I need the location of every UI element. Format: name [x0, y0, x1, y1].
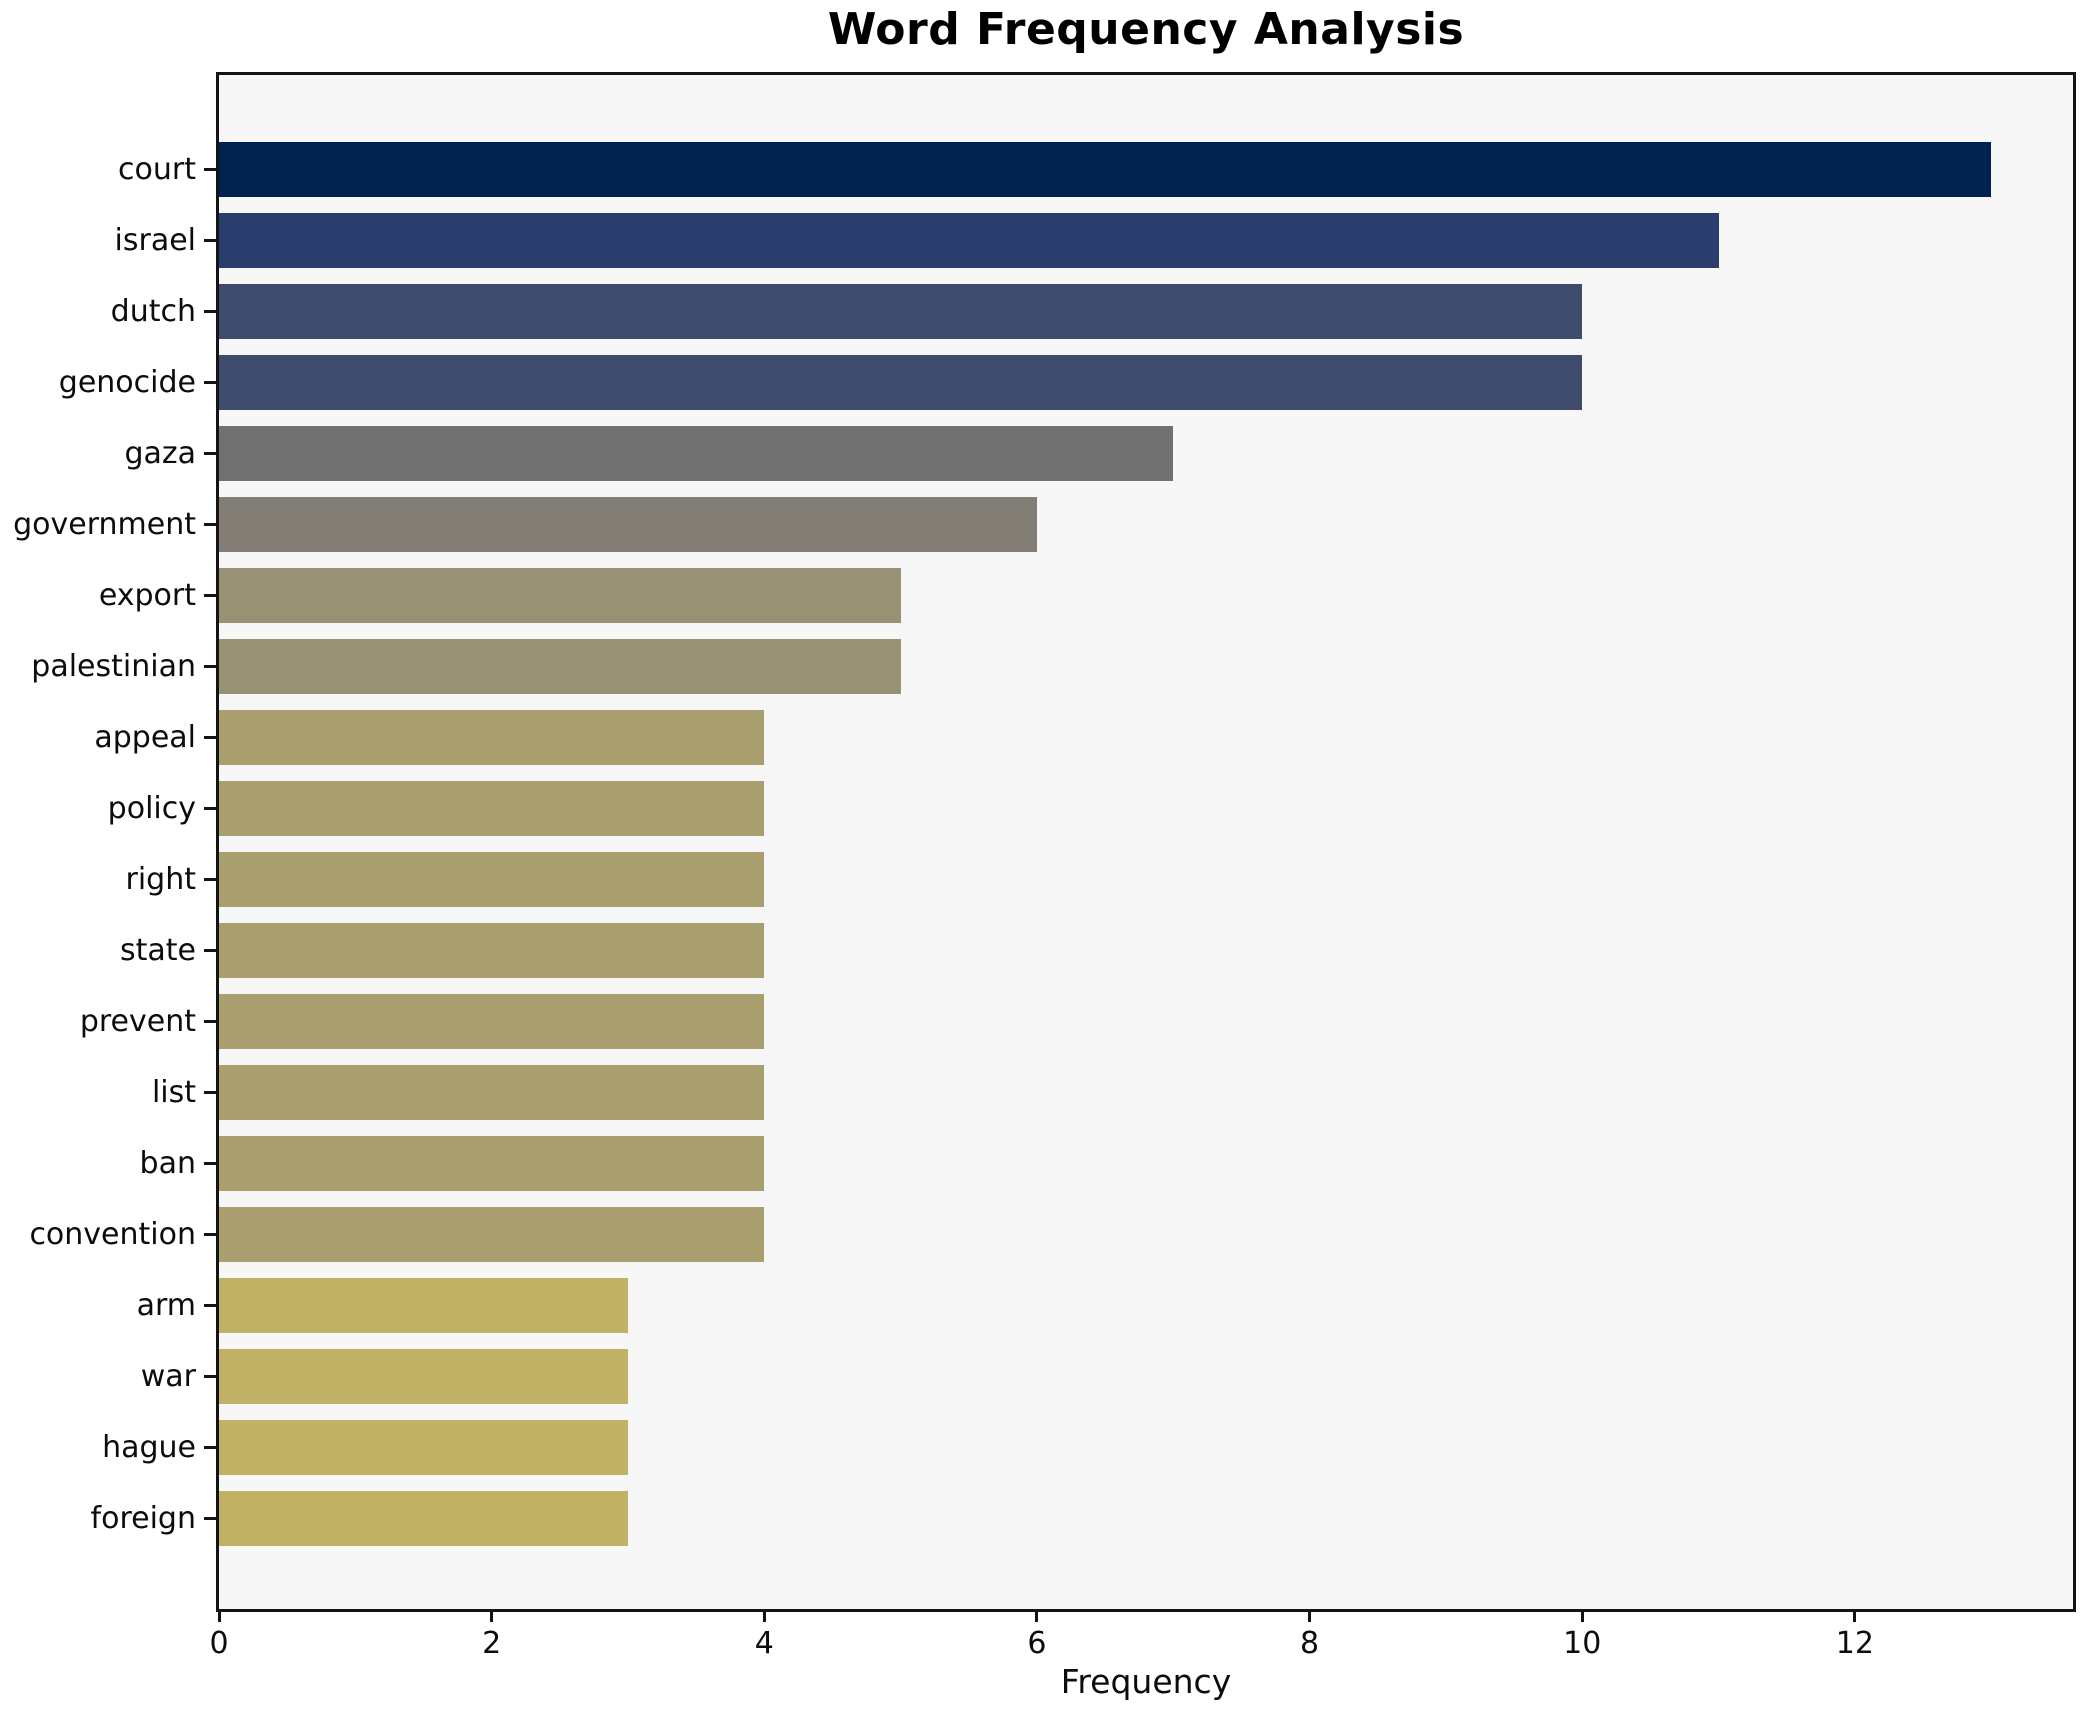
y-tick-label: appeal	[94, 719, 196, 755]
bar	[219, 923, 765, 978]
y-tick-label: war	[140, 1358, 196, 1394]
bar	[219, 1065, 765, 1120]
y-tick-label: list	[151, 1074, 196, 1110]
bar	[219, 1207, 765, 1262]
y-axis-tick	[204, 594, 216, 597]
y-axis-tick	[204, 878, 216, 881]
y-axis-tick	[204, 168, 216, 171]
y-tick-label: arm	[136, 1287, 196, 1323]
y-tick-label: israel	[114, 222, 196, 258]
x-tick-label: 10	[1563, 1626, 1602, 1661]
bar	[219, 426, 1174, 481]
y-axis-tick	[204, 310, 216, 313]
y-tick-label: court	[118, 151, 196, 187]
bar	[219, 781, 765, 836]
y-axis-tick	[204, 665, 216, 668]
y-axis-tick	[204, 949, 216, 952]
x-tick-label: 4	[754, 1626, 774, 1661]
bar	[219, 1420, 628, 1475]
y-axis-tick	[204, 1375, 216, 1378]
y-axis-tick	[204, 1446, 216, 1449]
y-tick-label: gaza	[124, 435, 196, 471]
x-axis-tick	[762, 1612, 766, 1622]
bar	[219, 213, 1719, 268]
bar	[219, 1491, 628, 1546]
x-axis-tick	[1035, 1612, 1039, 1622]
bar	[219, 1278, 628, 1333]
y-tick-label: ban	[139, 1145, 196, 1181]
bar	[219, 355, 1583, 410]
y-tick-label: foreign	[90, 1500, 196, 1536]
y-axis-tick	[204, 381, 216, 384]
y-tick-label: genocide	[58, 364, 196, 400]
y-tick-label: policy	[107, 790, 196, 826]
y-tick-label: export	[98, 577, 196, 613]
y-axis-tick	[204, 1517, 216, 1520]
plot-area	[216, 72, 2076, 1612]
x-tick-label: 12	[1835, 1626, 1874, 1661]
x-tick-label: 8	[1300, 1626, 1320, 1661]
x-tick-label: 0	[209, 1626, 229, 1661]
bar	[219, 639, 901, 694]
chart-title: Word Frequency Analysis	[827, 4, 1465, 55]
x-axis-tick	[217, 1612, 221, 1622]
y-axis-tick	[204, 452, 216, 455]
y-axis-tick	[204, 1020, 216, 1023]
x-axis-label: Frequency	[1060, 1662, 1232, 1701]
x-tick-label: 2	[482, 1626, 502, 1661]
y-tick-label: prevent	[79, 1003, 196, 1039]
y-tick-label: state	[120, 932, 196, 968]
bar	[219, 710, 765, 765]
y-axis-tick	[204, 1304, 216, 1307]
y-tick-label: government	[13, 506, 196, 542]
y-axis-tick	[204, 523, 216, 526]
y-tick-label: convention	[29, 1216, 196, 1252]
y-axis-tick	[204, 1162, 216, 1165]
bar	[219, 994, 765, 1049]
x-axis-tick	[490, 1612, 494, 1622]
x-axis-tick	[1853, 1612, 1857, 1622]
y-axis-tick	[204, 1233, 216, 1236]
bar	[219, 852, 765, 907]
bar	[219, 284, 1583, 339]
bar	[219, 497, 1037, 552]
bar	[219, 142, 1992, 197]
bar	[219, 568, 901, 623]
x-tick-label: 6	[1027, 1626, 1047, 1661]
y-tick-label: hague	[102, 1429, 196, 1465]
y-tick-label: right	[125, 861, 197, 897]
bar	[219, 1136, 765, 1191]
y-axis-tick	[204, 1091, 216, 1094]
x-axis-tick	[1580, 1612, 1584, 1622]
y-axis-tick	[204, 807, 216, 810]
x-axis-tick	[1308, 1612, 1312, 1622]
y-tick-label: dutch	[110, 293, 196, 329]
bar	[219, 1349, 628, 1404]
y-axis-tick	[204, 736, 216, 739]
y-tick-label: palestinian	[31, 648, 196, 684]
y-axis-tick	[204, 239, 216, 242]
